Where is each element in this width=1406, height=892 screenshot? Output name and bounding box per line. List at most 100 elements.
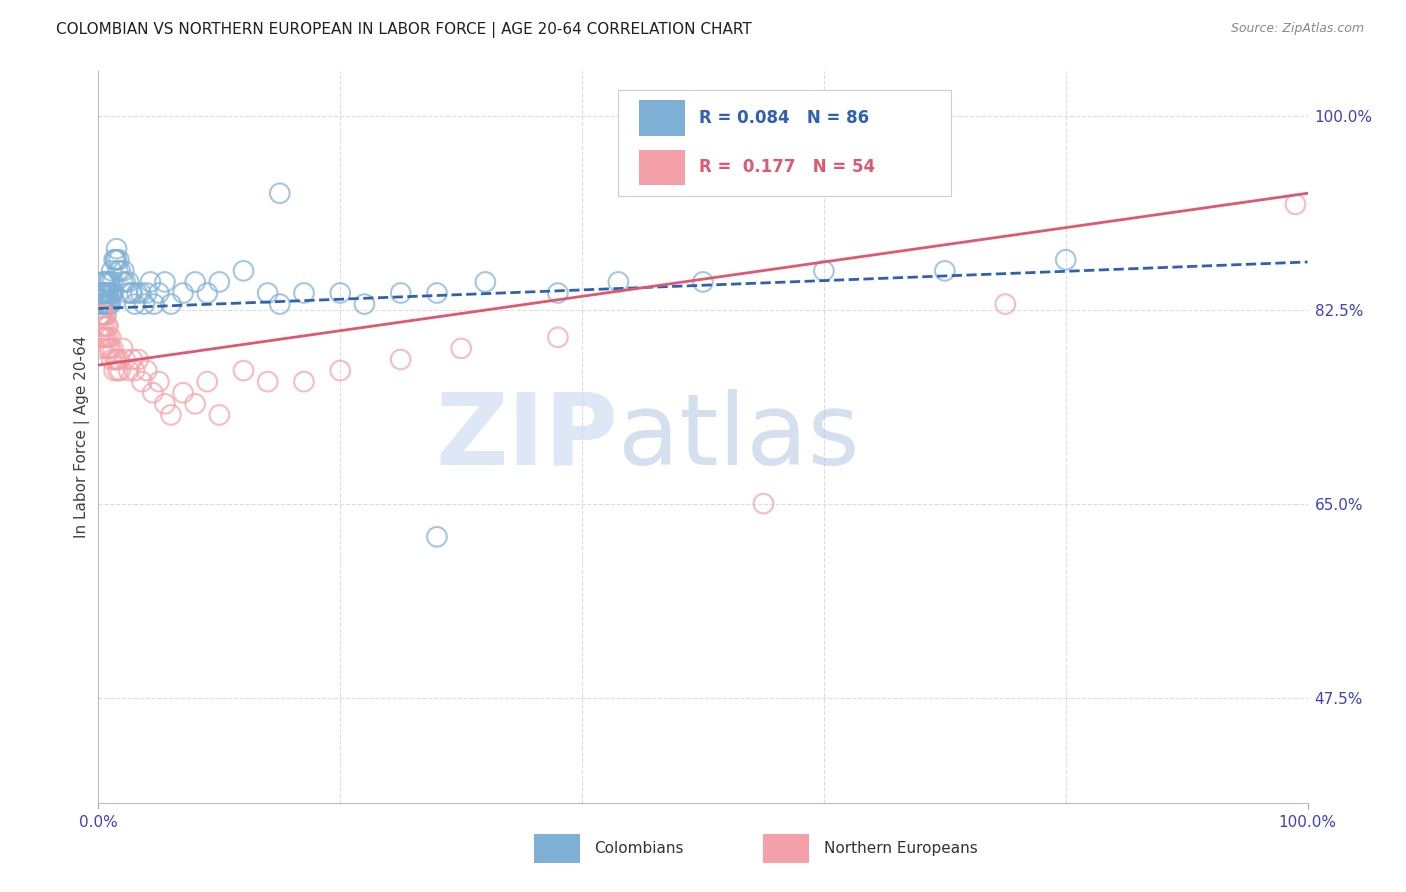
Point xyxy=(195,285,218,300)
Point xyxy=(91,297,114,311)
Point xyxy=(89,297,111,311)
Point xyxy=(91,319,114,334)
Point xyxy=(1054,252,1077,267)
Point xyxy=(752,497,775,511)
Point xyxy=(108,264,131,278)
Point xyxy=(112,264,135,278)
Point xyxy=(89,308,111,322)
Point xyxy=(91,342,114,356)
Point xyxy=(96,285,118,300)
Point xyxy=(153,275,176,289)
Point xyxy=(329,285,352,300)
Point xyxy=(124,297,146,311)
Point xyxy=(256,375,278,389)
Text: COLOMBIAN VS NORTHERN EUROPEAN IN LABOR FORCE | AGE 20-64 CORRELATION CHART: COLOMBIAN VS NORTHERN EUROPEAN IN LABOR … xyxy=(56,22,752,38)
Point xyxy=(89,330,111,344)
Point xyxy=(607,275,630,289)
Point xyxy=(94,330,117,344)
Point xyxy=(127,352,149,367)
Point xyxy=(89,308,111,322)
Point xyxy=(269,297,291,311)
Point xyxy=(292,375,315,389)
Point xyxy=(101,285,124,300)
Point xyxy=(107,264,129,278)
Point xyxy=(94,285,117,300)
Point xyxy=(93,275,115,289)
Point xyxy=(105,242,128,256)
Point xyxy=(1284,197,1306,211)
Point xyxy=(292,285,315,300)
Point xyxy=(91,330,114,344)
Point xyxy=(97,285,120,300)
Point xyxy=(91,285,114,300)
Point xyxy=(450,342,472,356)
Point xyxy=(208,408,231,422)
Point xyxy=(104,352,127,367)
Point xyxy=(256,285,278,300)
Point xyxy=(94,275,117,289)
Point xyxy=(195,375,218,389)
Point xyxy=(100,275,122,289)
Point xyxy=(426,285,449,300)
Point xyxy=(91,297,114,311)
Point xyxy=(90,308,112,322)
Point xyxy=(103,363,125,377)
Point xyxy=(389,285,412,300)
Point xyxy=(547,330,569,344)
Point xyxy=(98,275,121,289)
Point xyxy=(90,330,112,344)
Point xyxy=(124,363,146,377)
Point xyxy=(148,285,170,300)
Point xyxy=(103,252,125,267)
Point xyxy=(91,308,114,322)
Point xyxy=(96,275,118,289)
Point xyxy=(91,285,114,300)
Point xyxy=(139,275,162,289)
Point xyxy=(208,275,231,289)
Point xyxy=(107,363,129,377)
Point xyxy=(121,352,143,367)
FancyBboxPatch shape xyxy=(619,90,950,195)
Point xyxy=(98,342,121,356)
Point xyxy=(135,363,157,377)
Point xyxy=(153,397,176,411)
Text: ZIP: ZIP xyxy=(436,389,619,485)
Point xyxy=(93,285,115,300)
Point xyxy=(100,285,122,300)
Point xyxy=(120,285,142,300)
Point xyxy=(90,308,112,322)
Point xyxy=(160,297,183,311)
Point xyxy=(100,285,122,300)
Point xyxy=(474,275,496,289)
Point xyxy=(94,308,117,322)
Point xyxy=(96,342,118,356)
Point xyxy=(108,363,131,377)
Point xyxy=(101,342,124,356)
Point xyxy=(184,397,207,411)
Point xyxy=(104,252,127,267)
Point xyxy=(129,285,152,300)
Point xyxy=(91,308,114,322)
Point xyxy=(172,385,194,400)
Point xyxy=(93,319,115,334)
Point xyxy=(100,297,122,311)
Point xyxy=(91,275,114,289)
Point xyxy=(114,275,136,289)
Text: Northern Europeans: Northern Europeans xyxy=(824,840,977,855)
Text: Colombians: Colombians xyxy=(595,840,683,855)
Point xyxy=(97,330,120,344)
Point xyxy=(91,297,114,311)
Point xyxy=(118,275,141,289)
FancyBboxPatch shape xyxy=(638,101,685,136)
Point xyxy=(90,285,112,300)
Point xyxy=(93,297,115,311)
Point xyxy=(97,285,120,300)
Point xyxy=(98,297,121,311)
Point xyxy=(105,252,128,267)
Point xyxy=(94,308,117,322)
Point xyxy=(142,385,165,400)
Point xyxy=(547,285,569,300)
Point xyxy=(329,363,352,377)
Point xyxy=(90,297,112,311)
Point xyxy=(114,352,136,367)
